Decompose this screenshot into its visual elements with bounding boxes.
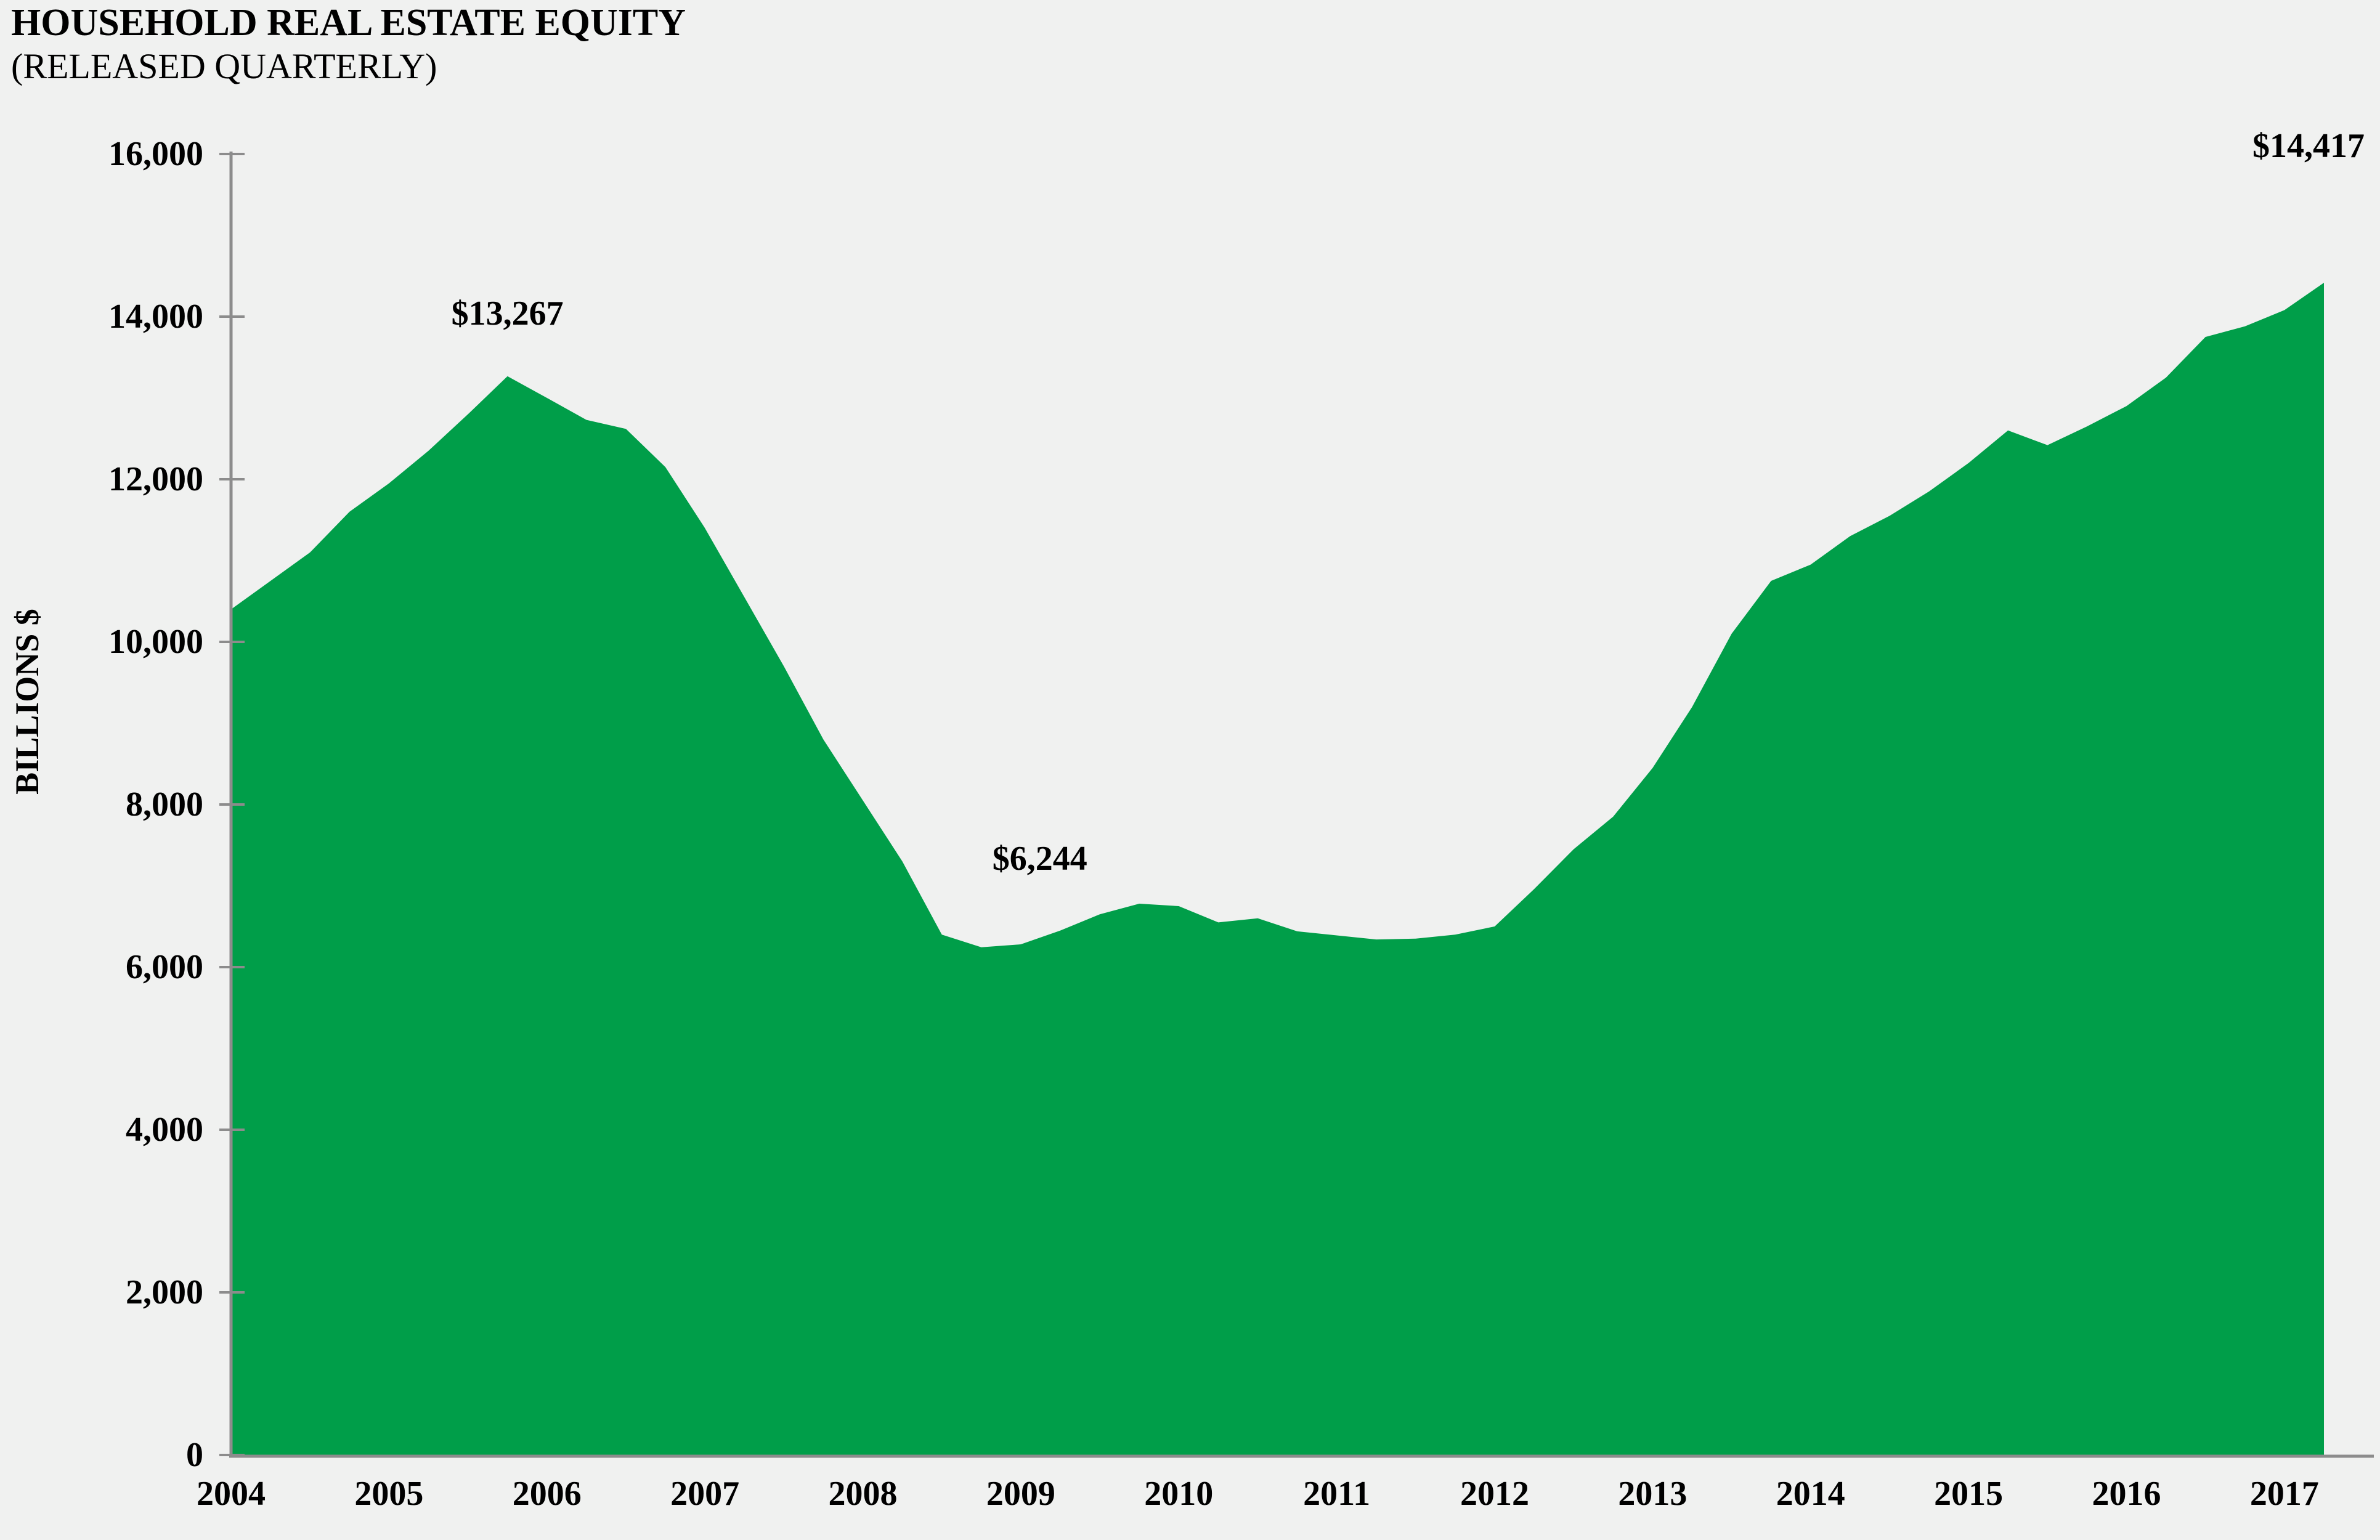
y-tick-label: 12,000: [108, 460, 203, 498]
x-tick-label: 2015: [1934, 1475, 2004, 1513]
x-tick-label: 2009: [986, 1475, 1055, 1513]
x-tick-label: 2006: [512, 1475, 582, 1513]
y-axis-title: BILLIONS $: [9, 609, 46, 795]
x-tick-label: 2012: [1460, 1475, 1530, 1513]
equity-area: [231, 283, 2324, 1456]
page-subtitle: (RELEASED QUARTERLY): [11, 46, 437, 86]
latest-annotation: $14,417: [2252, 126, 2365, 165]
y-tick-label: 4,000: [126, 1111, 203, 1149]
x-tick-label: 2017: [2249, 1475, 2319, 1513]
x-tick-label: 2005: [354, 1475, 424, 1513]
x-tick-label: 2004: [197, 1475, 266, 1513]
x-tick-label: 2013: [1618, 1475, 1688, 1513]
y-tick-label: 10,000: [108, 623, 203, 661]
page-title: HOUSEHOLD REAL ESTATE EQUITY: [11, 2, 686, 44]
trough-annotation: $6,244: [992, 839, 1087, 878]
y-tick-label: 14,000: [108, 298, 203, 336]
x-tick-label: 2011: [1303, 1475, 1371, 1513]
y-tick-label: 0: [186, 1436, 203, 1474]
y-tick-label: 2,000: [126, 1273, 203, 1311]
peak-annotation: $13,267: [451, 294, 564, 333]
y-tick-label: 16,000: [108, 135, 203, 173]
x-tick-label: 2016: [2092, 1475, 2161, 1513]
y-tick-label: 6,000: [126, 948, 203, 986]
x-tick-label: 2010: [1144, 1475, 1214, 1513]
y-tick-label: 8,000: [126, 785, 203, 824]
x-tick-label: 2014: [1776, 1475, 1845, 1513]
x-tick-label: 2008: [828, 1475, 898, 1513]
x-tick-label: 2007: [670, 1475, 740, 1513]
